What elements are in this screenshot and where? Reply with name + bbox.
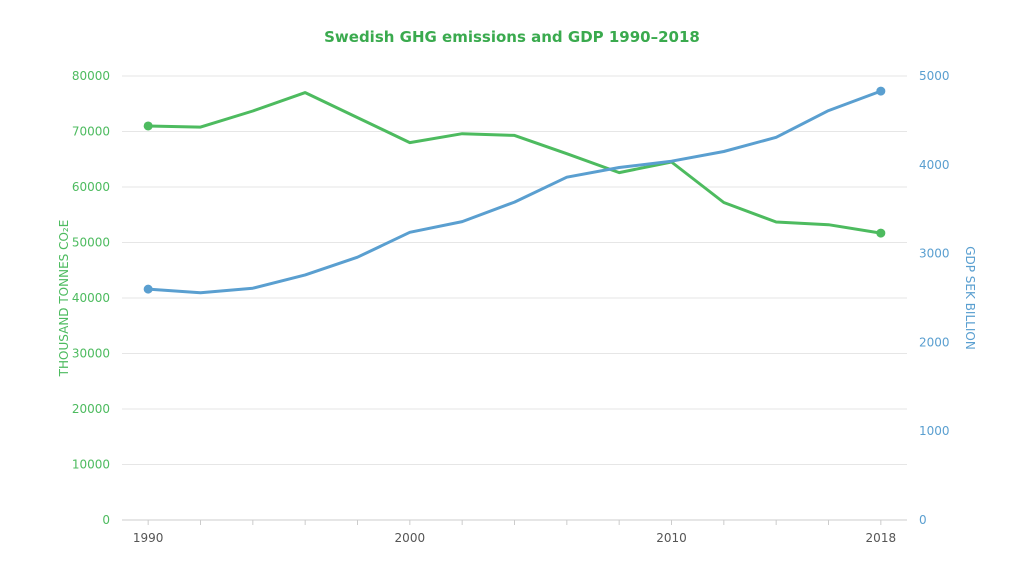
grid-lines: [122, 75, 907, 465]
gdp-endpoint-marker[interactable]: [876, 86, 886, 96]
x-tick-label: 1990: [133, 531, 164, 545]
left-y-tick-label: 30000: [72, 347, 110, 361]
series-lines: [143, 86, 886, 295]
left-y-tick-label: 80000: [72, 69, 110, 83]
axes: 0100002000030000400005000060000700008000…: [72, 69, 950, 545]
left-axis-title: THOUSAND TONNES CO₂E: [57, 220, 71, 378]
ghg-endpoint-marker[interactable]: [143, 121, 153, 131]
right-y-tick-label: 5000: [919, 69, 950, 83]
left-y-tick-label: 20000: [72, 402, 110, 416]
right-y-tick-label: 4000: [919, 158, 950, 172]
gdp-series-line: [146, 89, 883, 295]
ghg-endpoint-marker[interactable]: [876, 228, 886, 238]
gdp-endpoint-marker[interactable]: [143, 284, 153, 294]
left-y-tick-label: 70000: [72, 125, 110, 139]
ghg-series-line: [146, 91, 883, 235]
left-y-tick-label: 60000: [72, 180, 110, 194]
left-y-tick-label: 10000: [72, 458, 110, 472]
x-tick-label: 2010: [656, 531, 687, 545]
right-y-tick-label: 2000: [919, 335, 950, 349]
left-y-tick-label: 40000: [72, 291, 110, 305]
right-y-tick-label: 3000: [919, 247, 950, 261]
ghg-series: [143, 91, 886, 238]
left-y-tick-label: 50000: [72, 236, 110, 250]
left-y-tick-label: 0: [102, 513, 110, 527]
right-y-tick-label: 1000: [919, 424, 950, 438]
x-tick-label: 2000: [395, 531, 426, 545]
right-axis-title: GDP SEK BILLION: [963, 246, 977, 350]
right-y-tick-label: 0: [919, 513, 927, 527]
chart-title: Swedish GHG emissions and GDP 1990–2018: [324, 28, 700, 46]
gdp-series: [143, 86, 886, 295]
x-tick-label: 2018: [866, 531, 897, 545]
